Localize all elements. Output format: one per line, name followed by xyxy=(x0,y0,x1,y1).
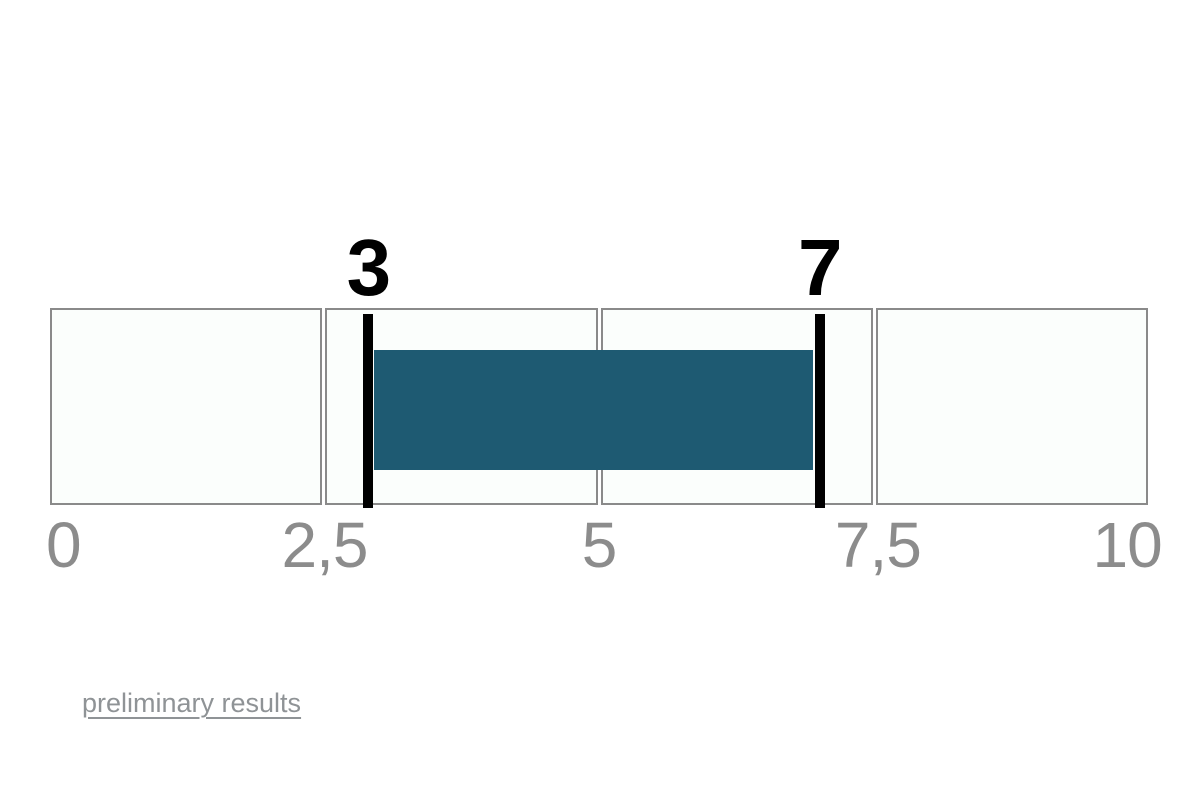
range-chart: 3 7 xyxy=(50,228,1148,508)
preliminary-results-link[interactable]: preliminary results xyxy=(82,688,302,718)
range-end-marker xyxy=(814,314,825,508)
axis-tick-5: 5 xyxy=(581,509,618,581)
scale-cell-0-2.5 xyxy=(50,308,323,505)
axis-tick-2-5: 2,5 xyxy=(281,509,369,581)
axis-tick-0: 0 xyxy=(46,509,82,581)
range-start-marker xyxy=(363,314,374,508)
axis-tick-7-5: 7,5 xyxy=(834,509,922,581)
scale-cell-7.5-10 xyxy=(875,308,1148,505)
range-end-value-label: 7 xyxy=(797,223,842,312)
axis-tick-10: 10 xyxy=(1092,509,1163,581)
selected-range-bar xyxy=(374,350,814,470)
range-start-value-label: 3 xyxy=(346,223,391,312)
x-axis: 0 2,5 5 7,5 10 xyxy=(46,509,1163,583)
